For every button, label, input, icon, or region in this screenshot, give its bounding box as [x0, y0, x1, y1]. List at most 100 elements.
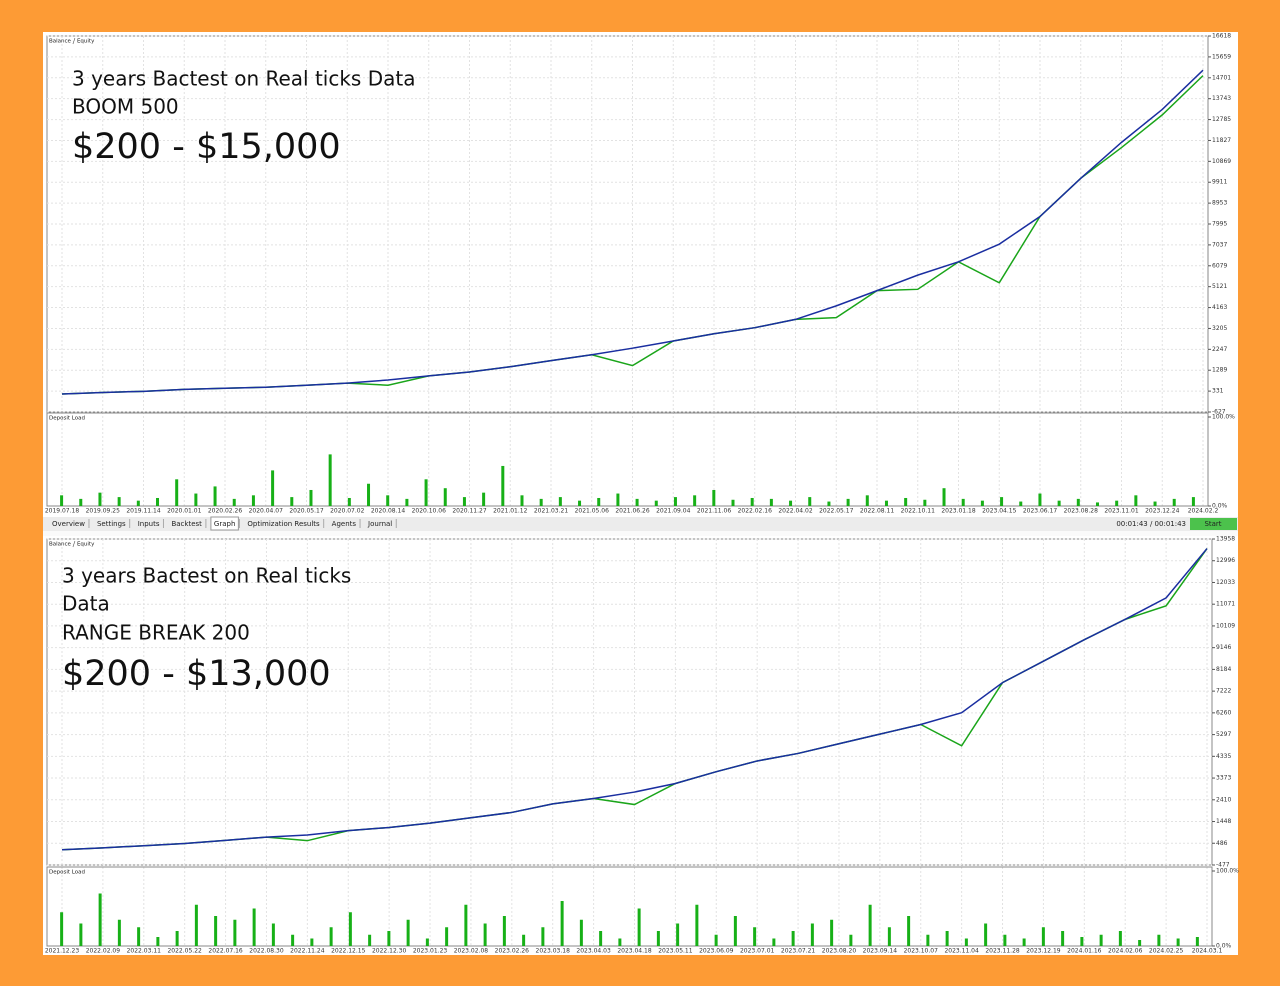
legend-separator: [72, 37, 76, 45]
bar: [753, 927, 757, 946]
bar: [676, 923, 680, 946]
bar: [887, 927, 891, 946]
bar: [1176, 938, 1180, 946]
x-tick-label: 2023.08.20: [822, 948, 857, 955]
y-tick-label: 11827: [1212, 137, 1231, 144]
y-tick-label: 486: [1216, 840, 1228, 847]
bar: [926, 934, 930, 946]
x-tick-label: 2020.02.26: [208, 508, 243, 515]
plot-frame: [46, 866, 1213, 947]
y-tick-label: 0.0%: [1212, 503, 1228, 510]
bar: [1019, 501, 1023, 506]
x-tick-label: 2023.02.26: [495, 948, 530, 955]
start-button[interactable]: [1190, 518, 1237, 530]
bar: [980, 500, 984, 506]
bar: [194, 493, 198, 506]
bar: [1080, 937, 1084, 946]
bar: [502, 916, 506, 946]
annotation: $200 - $13,000: [62, 654, 331, 694]
x-tick-label: 2021.01.12: [493, 508, 528, 515]
x-tick-label: 2024.02.25: [1149, 948, 1184, 955]
bar: [1041, 927, 1045, 946]
y-tick-label: 7037: [1212, 241, 1227, 248]
y-tick-label: 7995: [1212, 221, 1227, 228]
y-tick-label: 16618: [1212, 33, 1231, 40]
start-label[interactable]: Start: [1204, 520, 1221, 528]
y-tick-label: 1289: [1212, 367, 1227, 374]
y-tick-label: 14701: [1212, 74, 1231, 81]
x-tick-label: 2022.02.09: [86, 948, 121, 955]
bar: [137, 927, 141, 946]
bar: [387, 931, 391, 946]
x-tick-label: 2023.12.19: [1026, 948, 1061, 955]
x-tick-label: 2021.05.06: [575, 508, 610, 515]
bar: [232, 498, 236, 506]
y-tick-label: 5121: [1212, 283, 1227, 290]
bar: [1057, 500, 1061, 506]
bar: [1076, 498, 1080, 506]
x-tick-label: 2023.02.08: [454, 948, 489, 955]
bar: [1138, 940, 1142, 946]
bar: [482, 492, 486, 506]
bar: [731, 499, 735, 506]
bar: [539, 498, 543, 506]
bar: [618, 938, 622, 946]
x-tick-label: 2023.09.14: [863, 948, 898, 955]
tab[interactable]: Backtest: [171, 520, 202, 528]
bar: [175, 479, 179, 506]
bar: [884, 500, 888, 506]
tab[interactable]: Optimization Results: [247, 520, 320, 528]
annotation: Data: [62, 592, 110, 616]
bar: [522, 934, 526, 946]
bar: [520, 495, 524, 506]
x-tick-label: 2019.07.18: [45, 508, 80, 515]
bar: [849, 934, 853, 946]
tab[interactable]: Overview: [52, 520, 85, 528]
y-tick-label: 12996: [1216, 557, 1235, 564]
tab[interactable]: Settings: [97, 520, 126, 528]
y-tick-label: 4335: [1216, 753, 1231, 760]
y-tick-label: 12033: [1216, 579, 1235, 586]
bar: [328, 454, 332, 506]
bar: [597, 497, 601, 506]
y-tick-label: 4163: [1212, 304, 1227, 311]
bar: [1000, 497, 1004, 506]
x-tick-label: 2023.11.04: [944, 948, 979, 955]
bar: [213, 486, 217, 506]
x-tick-label: 2023.07.21: [781, 948, 816, 955]
bar: [462, 497, 466, 506]
bar: [942, 488, 946, 506]
x-tick-label: 2023.01.23: [413, 948, 448, 955]
tab[interactable]: Journal: [367, 520, 392, 528]
tab[interactable]: Inputs: [138, 520, 160, 528]
plot-frame: [46, 538, 1213, 866]
x-tick-label: 2020.10.06: [412, 508, 447, 515]
x-tick-label: 2022.12.30: [372, 948, 407, 955]
y-tick-label: 6079: [1212, 262, 1227, 269]
tab[interactable]: Graph: [214, 520, 235, 528]
x-tick-label: 2024.01.16: [1067, 948, 1102, 955]
x-tick-label: 2022.12.15: [331, 948, 366, 955]
bar: [309, 489, 313, 506]
bar: [654, 500, 658, 506]
bar: [1157, 934, 1161, 946]
bar: [1134, 495, 1138, 506]
bar: [789, 500, 793, 506]
x-tick-label: 2023.10.07: [904, 948, 939, 955]
y-tick-label: 7222: [1216, 688, 1231, 695]
tab[interactable]: Agents: [332, 520, 357, 528]
x-tick-label: 2021.11.06: [697, 508, 732, 515]
bar: [464, 904, 468, 946]
bar: [347, 497, 351, 506]
bar: [117, 497, 121, 506]
bar: [868, 904, 872, 946]
x-tick-label: 2022.05.17: [819, 508, 854, 515]
bar: [810, 923, 814, 946]
annotation: BOOM 500: [72, 95, 179, 119]
bar: [1038, 493, 1042, 506]
x-tick-label: 2023.05.11: [658, 948, 693, 955]
x-tick-label: 2023.06.17: [1023, 508, 1058, 515]
bar: [79, 498, 83, 506]
bar: [214, 916, 218, 946]
